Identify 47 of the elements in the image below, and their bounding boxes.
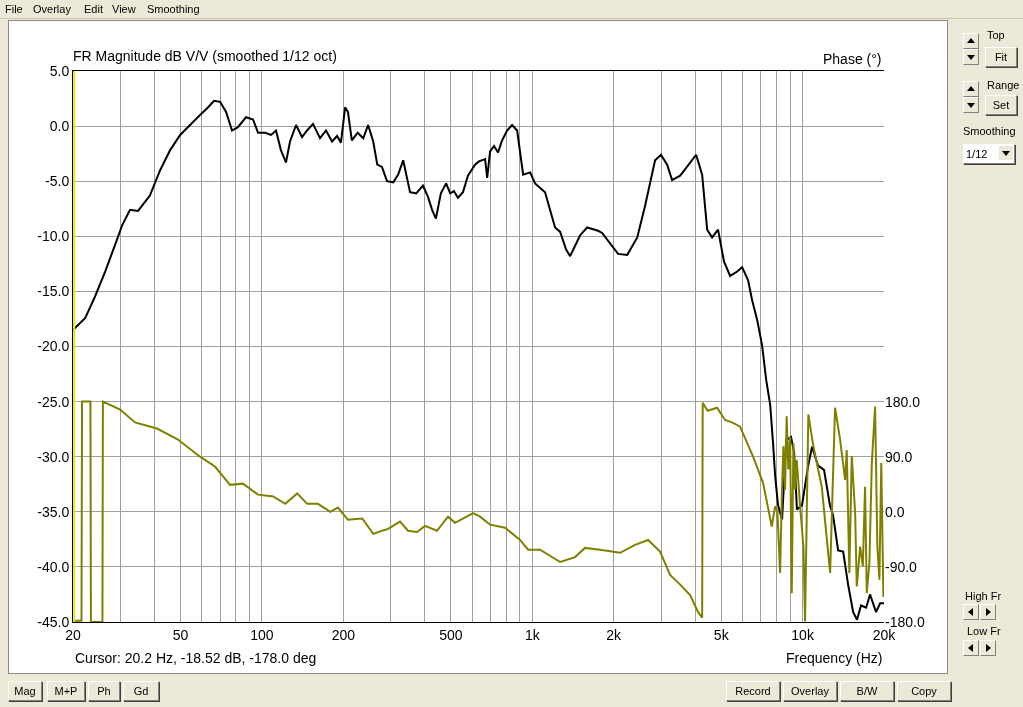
y-tick-label: 0.0: [49, 118, 70, 134]
y-tick-label: 5.0: [49, 62, 70, 79]
text: B/W: [840, 681, 894, 701]
text: Fit: [985, 47, 1017, 67]
text: File: [5, 3, 23, 15]
text: Range: [987, 79, 1020, 91]
y-tick-label: -15.0: [37, 283, 70, 300]
y-tick-label: -40.0: [37, 558, 70, 575]
text: High Fr: [965, 590, 1002, 602]
x-tick-label: 200: [331, 626, 356, 643]
x-axis-title: Frequency (Hz): [786, 650, 883, 666]
y-tick-label: -30.0: [37, 448, 70, 465]
y-tick-label: -5.0: [45, 173, 70, 190]
x-tick-label: 100: [250, 626, 274, 643]
x-tick-label: 10k: [791, 626, 815, 643]
text: Low Fr: [967, 625, 1001, 637]
text: Record: [726, 681, 780, 701]
text: Overlay: [33, 3, 71, 15]
text: Edit: [84, 3, 103, 15]
text: M+P: [47, 681, 85, 701]
x-tick-label: 1k: [524, 626, 541, 643]
y2-tick-label: 90.0: [885, 448, 913, 465]
chart-title: FR Magnitude dB V/V (smoothed 1/12 oct): [73, 47, 337, 64]
y-tick-label: -25.0: [37, 393, 70, 410]
x-tick-label: 5k: [713, 626, 730, 643]
y2-axis-title: Phase (°): [823, 51, 882, 67]
text: Smoothing: [147, 3, 200, 15]
text: Set: [985, 95, 1017, 115]
y2-tick-label: 0.0: [885, 503, 905, 520]
y-tick-label: -35.0: [37, 503, 70, 520]
text: Overlay: [783, 681, 837, 701]
text: Ph: [88, 681, 120, 701]
x-tick-label: 2k: [606, 626, 623, 643]
text: Smoothing: [963, 125, 1016, 137]
y-tick-label: -20.0: [37, 338, 70, 355]
x-tick-label: 500: [439, 626, 463, 643]
text: Gd: [123, 681, 159, 701]
text: View: [112, 3, 136, 15]
text: Mag: [8, 681, 42, 701]
y-tick-label: -10.0: [37, 228, 70, 245]
text: 1/12: [965, 148, 988, 160]
text: Top: [987, 29, 1005, 41]
text: Cursor: 20.2 Hz, -18.52 dB, -178.0 deg: [75, 650, 317, 666]
text: Copy: [897, 681, 951, 701]
x-tick-label: 50: [172, 626, 189, 643]
y2-tick-label: -90.0: [885, 558, 918, 575]
y2-tick-label: 180.0: [885, 393, 921, 410]
